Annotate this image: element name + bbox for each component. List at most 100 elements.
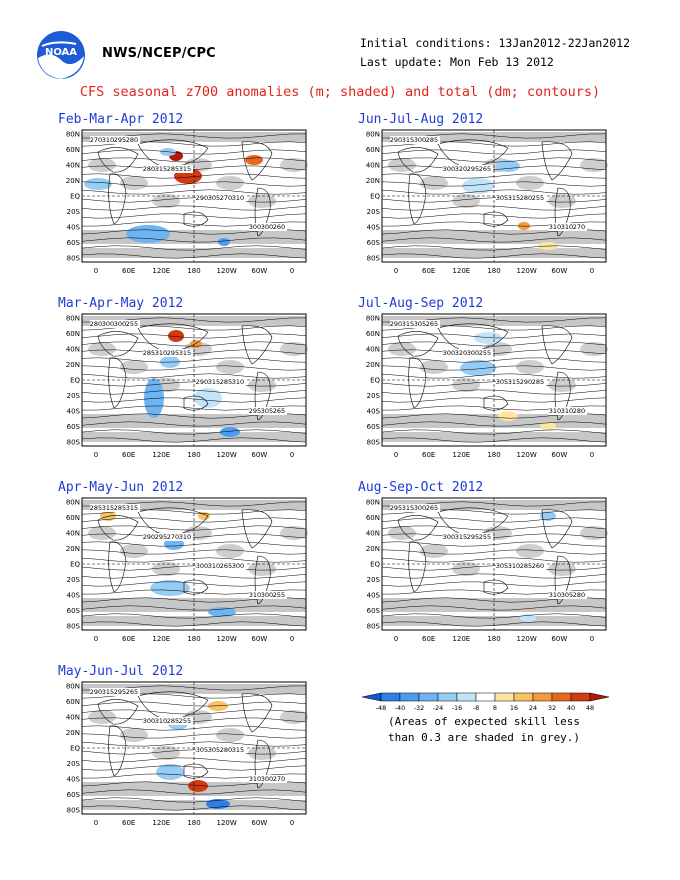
lat-tick-label: 80N [366,315,380,323]
lon-tick-label: 60W [551,267,567,275]
lat-tick-label: 20N [66,361,80,369]
lon-tick-label: 60E [422,451,435,459]
colorbar-tick-label: -32 [414,704,425,712]
contour-label: 310 [232,194,244,202]
lat-tick-label: EQ [70,561,80,569]
colorbar-swatch [475,692,496,702]
contour-label: 305 [196,746,208,754]
lon-tick-label: 120E [452,451,470,459]
lat-tick-label: 60N [66,330,80,338]
lon-tick-label: 60E [122,267,135,275]
noaa-logo: NOAA [37,31,85,79]
contour-label: 315 [402,504,414,512]
contour-label: 315 [455,533,467,541]
anomaly-map: 80N 60N 40N 20N EQ 20S 40S 60S 80S 0 60E 120E 180 120… [66,681,308,827]
contour-label: 285 [90,504,102,512]
colorbar-tick-label: -24 [433,704,444,712]
colorbar-swatch [361,692,382,702]
contour-label: 255 [179,717,191,725]
contour-label: 305 [208,746,220,754]
contour-label: 285 [167,165,179,173]
lat-tick-label: 20N [66,177,80,185]
contour-label: 315 [402,136,414,144]
contour-label: 270 [90,136,102,144]
contour-label: 290 [90,688,102,696]
skill-note-line2: than 0.3 are shaded in grey.) [388,731,581,744]
lat-tick-label: 40S [67,592,81,600]
contour-label: 280 [143,165,155,173]
contour-label: 285 [167,717,179,725]
contour-label: 295 [467,165,479,173]
lon-tick-label: 0 [94,635,98,643]
lat-tick-label: 80N [66,131,80,139]
lon-tick-label: 120W [217,267,237,275]
lat-tick-label: EQ [70,193,80,201]
lat-tick-label: 60S [67,423,81,431]
lat-tick-label: 40S [367,224,381,232]
contour-label: 315 [102,504,114,512]
contour-label: 300 [143,717,155,725]
contour-label: 305 [496,562,508,570]
lon-tick-label: 120E [152,267,170,275]
contour-label: 265 [126,688,138,696]
contour-label: 305 [261,407,273,415]
contour-label: 300 [102,320,114,328]
colorbar-swatch [513,692,534,702]
lat-tick-label: 60S [367,607,381,615]
contour-label: 280 [573,407,585,415]
panel-jun-jul-aug: Jun-Jul-Aug 2012 80N 60N 40N 20N EQ 20S 40S 60S… [358,112,658,292]
lat-tick-label: 40N [66,714,80,722]
contour-label: 290 [520,378,532,386]
lat-tick-label: 80S [67,255,81,263]
anomaly-map: 80N 60N 40N 20N EQ 20S 40S 60S 80S 0 60E 120E 180 120… [366,129,608,275]
main-title: CFS seasonal z700 anomalies (m; shaded) … [79,84,601,100]
lon-tick-label: 180 [487,451,500,459]
colorbar-swatch [456,692,477,702]
lon-tick-label: 60W [251,819,267,827]
contour-label: 315 [179,165,191,173]
contour-label: 315 [102,688,114,696]
contour-label: 305 [496,378,508,386]
colorbar-swatch [551,692,572,702]
lat-tick-label: 60S [67,791,81,799]
lat-tick-label: 80S [67,807,81,815]
lat-tick-label: 40S [367,408,381,416]
contour-label: 285 [114,504,126,512]
panel-title: Jul-Aug-Sep 2012 [358,296,484,311]
contour-label: 295 [390,504,402,512]
contour-label: 295 [155,533,167,541]
colorbar-tick-label: -48 [376,704,387,712]
skill-note-line1: (Areas of expected skill less [388,715,581,728]
lon-tick-label: 180 [487,267,500,275]
contour-label: 300 [443,165,455,173]
panel-feb-mar-apr: Feb-Mar-Apr 2012 80N 60N 40N 20N EQ 20S 40S 60S… [58,112,358,292]
lat-tick-label: 60N [366,330,380,338]
colorbar-swatch [589,692,610,702]
panel-title: Aug-Sep-Oct 2012 [358,480,484,495]
lat-tick-label: 40N [366,346,380,354]
lat-tick-label: 20N [66,729,80,737]
contour-label: 290 [196,194,208,202]
contour-label: 290 [196,378,208,386]
lon-tick-label: 60W [251,635,267,643]
lat-tick-label: 60S [367,423,381,431]
lon-tick-label: 60E [122,635,135,643]
contour-label: 310 [155,349,167,357]
lat-tick-label: 60N [366,146,380,154]
lat-tick-label: 80S [367,439,381,447]
contour-label: 315 [508,378,520,386]
contour-label: 310 [155,717,167,725]
lon-tick-label: 0 [94,267,98,275]
contour-label: 295 [167,349,179,357]
lon-tick-label: 0 [394,451,398,459]
lon-tick-label: 0 [290,635,294,643]
lon-tick-label: 0 [94,819,98,827]
contour-label: 305 [208,194,220,202]
contour-label: 260 [273,223,285,231]
lon-tick-label: 120E [452,267,470,275]
lat-tick-label: 60S [67,607,81,615]
lat-tick-label: EQ [370,193,380,201]
contour-label: 310 [208,562,220,570]
contour-label: 310 [179,533,191,541]
lon-tick-label: 180 [187,819,200,827]
